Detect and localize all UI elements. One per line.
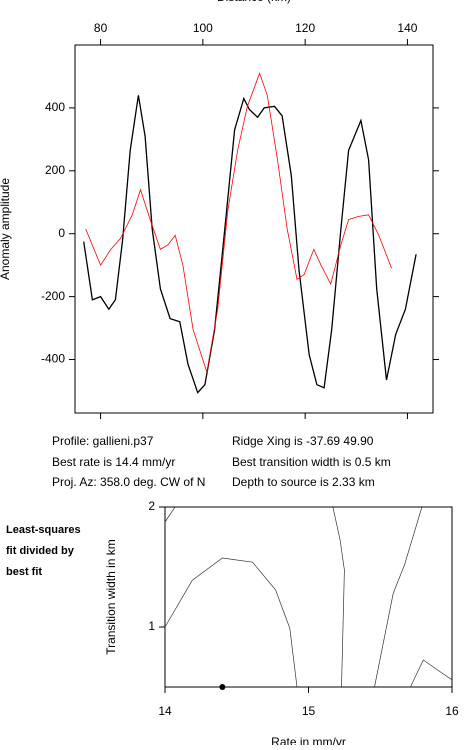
- annotation: Best rate is 14.4 mm/yr: [52, 455, 175, 469]
- y-tick-label: 2: [148, 499, 155, 513]
- y-tick-label: -200: [41, 289, 65, 303]
- best-fit-point: [219, 684, 226, 690]
- y-tick-label: 1: [148, 619, 155, 633]
- y-tick-label: 0: [58, 226, 65, 240]
- x-axis-label: Distance (km): [217, 0, 291, 4]
- x-tick-label: 14: [158, 704, 172, 718]
- x-tick-label: 120: [295, 21, 315, 35]
- y-tick-label: 200: [45, 163, 65, 177]
- annotation: Best transition width is 0.5 km: [232, 455, 391, 469]
- plot-frame: [164, 506, 453, 688]
- contour-line: [332, 506, 345, 688]
- x-axis-label: Rate in mm/yr: [271, 735, 346, 745]
- y-axis-label: Transition width in km: [104, 539, 118, 655]
- y-tick-label: 400: [45, 100, 65, 114]
- annotation: Proj. Az: 358.0 deg. CW of N: [52, 475, 205, 489]
- annotation: Ridge Xing is -37.69 49.90: [232, 434, 374, 448]
- side-title: fit divided by: [6, 545, 75, 557]
- plot-frame: [74, 44, 434, 414]
- x-tick-label: 100: [193, 21, 213, 35]
- x-tick-label: 16: [445, 704, 459, 718]
- x-tick-label: 140: [397, 21, 417, 35]
- y-axis-label: Anomaly amplitude: [0, 178, 12, 280]
- annotation: Profile: gallieni.p37: [52, 434, 154, 448]
- side-title: Least-squares: [6, 524, 81, 536]
- x-tick-label: 80: [94, 21, 108, 35]
- contour-line: [164, 506, 176, 523]
- contour-line: [164, 557, 298, 688]
- contour-line: [374, 506, 423, 688]
- data-line: [83, 95, 417, 394]
- data-line: [85, 72, 392, 373]
- contour-line: [410, 659, 453, 688]
- annotation: Depth to source is 2.33 km: [232, 475, 375, 489]
- x-tick-label: 15: [302, 704, 316, 718]
- side-title: best fit: [6, 566, 42, 578]
- y-tick-label: -400: [41, 352, 65, 366]
